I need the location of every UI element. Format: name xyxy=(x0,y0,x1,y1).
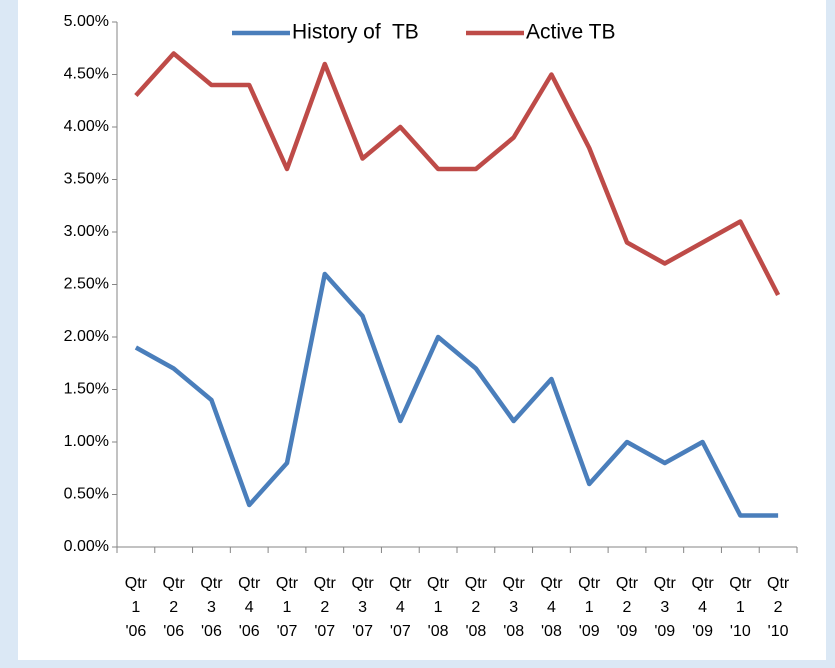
x-tick-label: Qtr 4 '08 xyxy=(540,575,563,640)
x-tick-label-line: Qtr xyxy=(729,575,752,592)
x-tick-label-line: 2 xyxy=(623,599,632,616)
x-tick-label-line: '09 xyxy=(579,623,600,640)
x-tick-label-line: '09 xyxy=(654,623,675,640)
x-tick-label-line: Qtr xyxy=(314,575,337,592)
chart-area xyxy=(18,0,826,660)
x-tick-label-line: Qtr xyxy=(578,575,601,592)
x-tick-label-line: 4 xyxy=(245,599,254,616)
x-tick-label-line: 1 xyxy=(434,599,443,616)
x-tick-label-line: 2 xyxy=(471,599,480,616)
series-line xyxy=(134,51,781,297)
x-tick-label-line: 3 xyxy=(509,599,518,616)
x-tick-label-line: '07 xyxy=(314,623,335,640)
x-tick-label: Qtr 2 '07 xyxy=(314,575,337,640)
x-tick-label-line: Qtr xyxy=(503,575,526,592)
x-tick-label-line: Qtr xyxy=(616,575,639,592)
x-tick-label-line: Qtr xyxy=(654,575,677,592)
x-tick-label-line: 4 xyxy=(698,599,707,616)
x-tick-label-line: Qtr xyxy=(389,575,412,592)
y-tick-label: 4.50% xyxy=(64,66,109,83)
x-tick-label-line: Qtr xyxy=(351,575,374,592)
series-line xyxy=(134,271,779,518)
x-tick-label-line: 4 xyxy=(547,599,556,616)
x-tick-label-line: '07 xyxy=(277,623,298,640)
y-tick-label: 1.00% xyxy=(64,433,109,450)
x-tick-label: Qtr 4 '06 xyxy=(238,575,261,640)
x-tick-label-line: '10 xyxy=(730,623,751,640)
x-tick-label: Qtr 2 '06 xyxy=(163,575,186,640)
x-tick-label-line: 1 xyxy=(585,599,594,616)
x-tick-label-line: Qtr xyxy=(238,575,261,592)
y-tick-label: 2.00% xyxy=(64,328,109,345)
x-tick-label-line: Qtr xyxy=(276,575,299,592)
x-tick-label-line: 4 xyxy=(396,599,405,616)
x-tick-label: Qtr 1 '09 xyxy=(578,575,601,640)
x-tick-label-line: '08 xyxy=(428,623,449,640)
x-tick-label-line: 2 xyxy=(774,599,783,616)
x-tick-label-line: '06 xyxy=(163,623,184,640)
x-tick-label-line: '06 xyxy=(239,623,260,640)
x-tick-label-line: '08 xyxy=(503,623,524,640)
x-tick-label-line: Qtr xyxy=(125,575,148,592)
x-tick-label: Qtr 2 '09 xyxy=(616,575,639,640)
x-tick-label: Qtr 3 '06 xyxy=(200,575,223,640)
x-tick-label-line: 3 xyxy=(660,599,669,616)
y-tick-label: 0.50% xyxy=(64,486,109,503)
y-tick-label: 5.00% xyxy=(64,13,109,30)
y-tick-label: 4.00% xyxy=(64,118,109,135)
x-tick-label-line: '08 xyxy=(541,623,562,640)
x-tick-label-line: '10 xyxy=(768,623,789,640)
x-tick-label: Qtr 4 '07 xyxy=(389,575,412,640)
x-tick-label: Qtr 2 '10 xyxy=(767,575,790,640)
y-tick-label: 2.50% xyxy=(64,276,109,293)
x-tick-label-line: 2 xyxy=(169,599,178,616)
y-tick-label: 1.50% xyxy=(64,381,109,398)
x-tick-label-line: 1 xyxy=(283,599,292,616)
x-tick-label-line: 1 xyxy=(736,599,745,616)
y-tick-label: 3.00% xyxy=(64,223,109,240)
legend-label: History of TB xyxy=(292,21,419,44)
y-tick-label: 3.50% xyxy=(64,171,109,188)
y-tick-label: 0.00% xyxy=(64,538,109,555)
x-tick-label: Qtr 1 '10 xyxy=(729,575,752,640)
x-tick-label-line: '08 xyxy=(465,623,486,640)
x-tick-label: Qtr 1 '07 xyxy=(276,575,299,640)
x-tick-label-line: Qtr xyxy=(163,575,186,592)
x-tick-label-line: Qtr xyxy=(691,575,714,592)
x-tick-label-line: 3 xyxy=(358,599,367,616)
x-tick-label: Qtr 2 '08 xyxy=(465,575,488,640)
x-tick-label-line: 2 xyxy=(320,599,329,616)
x-tick-label-line: '09 xyxy=(617,623,638,640)
x-tick-label-line: Qtr xyxy=(200,575,223,592)
x-tick-label-line: '07 xyxy=(352,623,373,640)
x-tick-label: Qtr 1 '08 xyxy=(427,575,450,640)
x-tick-label-line: Qtr xyxy=(465,575,488,592)
x-tick-label: Qtr 3 '07 xyxy=(351,575,374,640)
x-tick-label: Qtr 3 '08 xyxy=(503,575,526,640)
x-tick-label-line: '07 xyxy=(390,623,411,640)
x-tick-label-line: 1 xyxy=(131,599,140,616)
x-tick-label-line: Qtr xyxy=(767,575,790,592)
x-tick-label: Qtr 3 '09 xyxy=(654,575,677,640)
x-tick-label: Qtr 1 '06 xyxy=(125,575,148,640)
x-tick-label-line: '06 xyxy=(125,623,146,640)
x-tick-label-line: Qtr xyxy=(427,575,450,592)
x-tick-label-line: '06 xyxy=(201,623,222,640)
legend-label: Active TB xyxy=(526,21,615,44)
x-tick-label-line: '09 xyxy=(692,623,713,640)
x-tick-label-line: 3 xyxy=(207,599,216,616)
x-tick-label: Qtr 4 '09 xyxy=(691,575,714,640)
x-tick-label-line: Qtr xyxy=(540,575,563,592)
